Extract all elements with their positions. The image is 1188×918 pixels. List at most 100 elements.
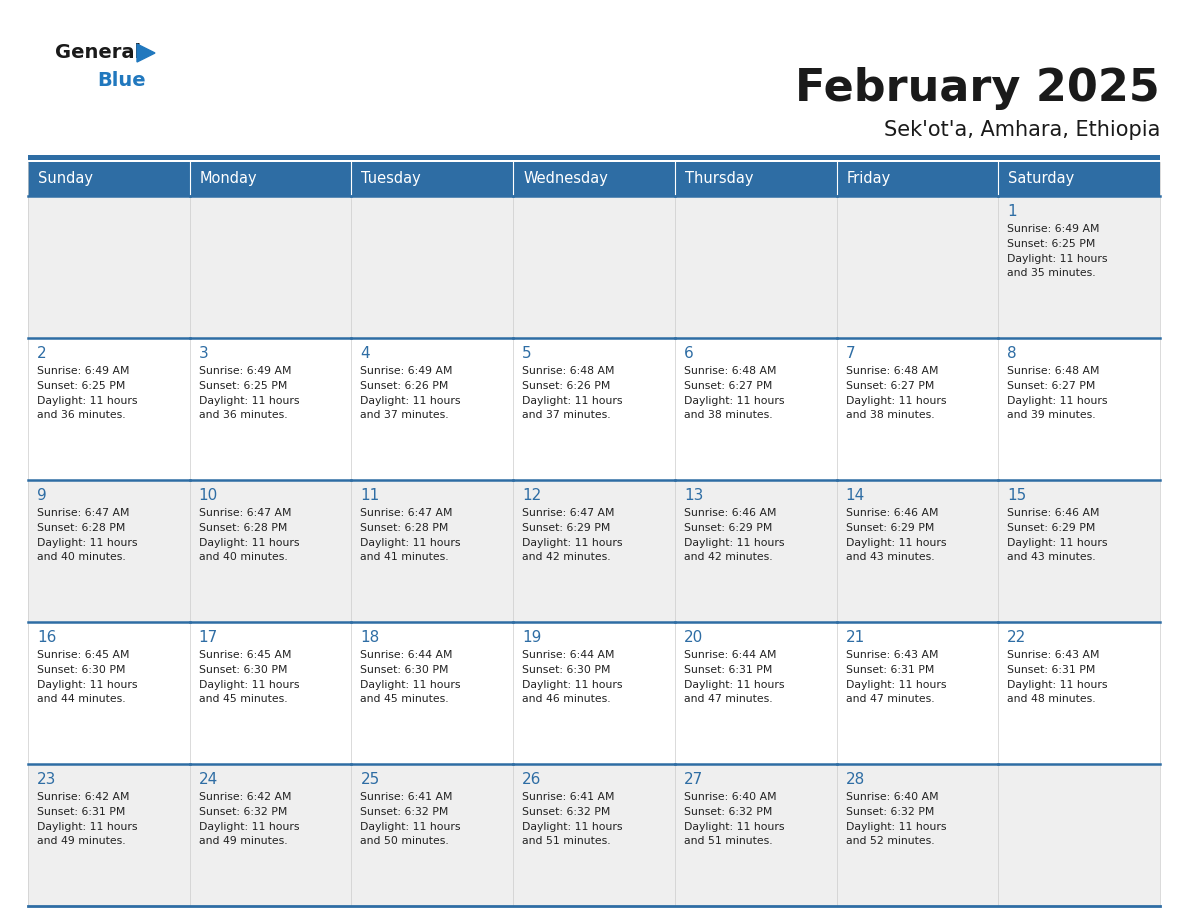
- Text: Sunrise: 6:49 AM: Sunrise: 6:49 AM: [198, 366, 291, 376]
- Text: Sunrise: 6:45 AM: Sunrise: 6:45 AM: [37, 650, 129, 660]
- Text: Sunset: 6:29 PM: Sunset: 6:29 PM: [523, 523, 611, 533]
- Text: 21: 21: [846, 630, 865, 645]
- Text: General: General: [55, 43, 141, 62]
- Text: and 40 minutes.: and 40 minutes.: [37, 552, 126, 562]
- Bar: [998, 480, 1159, 622]
- Text: Daylight: 11 hours: Daylight: 11 hours: [846, 680, 946, 690]
- Text: 10: 10: [198, 488, 217, 503]
- Bar: [513, 196, 675, 338]
- Text: and 36 minutes.: and 36 minutes.: [198, 410, 287, 420]
- Text: and 39 minutes.: and 39 minutes.: [1007, 410, 1095, 420]
- Text: Sunset: 6:32 PM: Sunset: 6:32 PM: [198, 807, 287, 817]
- Text: 5: 5: [523, 346, 532, 361]
- Text: Sunset: 6:31 PM: Sunset: 6:31 PM: [1007, 665, 1095, 675]
- Bar: [998, 338, 1159, 480]
- Text: Sunrise: 6:43 AM: Sunrise: 6:43 AM: [1007, 650, 1100, 660]
- Bar: [352, 338, 513, 480]
- Bar: [513, 338, 675, 480]
- Text: and 48 minutes.: and 48 minutes.: [1007, 694, 1095, 704]
- Bar: [352, 480, 513, 622]
- Text: Sunset: 6:28 PM: Sunset: 6:28 PM: [198, 523, 287, 533]
- Text: Sunrise: 6:47 AM: Sunrise: 6:47 AM: [198, 508, 291, 518]
- Text: and 41 minutes.: and 41 minutes.: [360, 552, 449, 562]
- Text: 26: 26: [523, 772, 542, 787]
- Text: Daylight: 11 hours: Daylight: 11 hours: [198, 538, 299, 548]
- Text: Daylight: 11 hours: Daylight: 11 hours: [523, 396, 623, 406]
- Text: Sunrise: 6:46 AM: Sunrise: 6:46 AM: [846, 508, 939, 518]
- Text: Sunrise: 6:42 AM: Sunrise: 6:42 AM: [198, 792, 291, 802]
- Text: 19: 19: [523, 630, 542, 645]
- Bar: [190, 338, 352, 480]
- Text: Daylight: 11 hours: Daylight: 11 hours: [523, 538, 623, 548]
- Bar: [675, 196, 836, 338]
- Text: 13: 13: [684, 488, 703, 503]
- Text: and 38 minutes.: and 38 minutes.: [684, 410, 772, 420]
- Bar: [29, 162, 190, 196]
- Text: and 49 minutes.: and 49 minutes.: [198, 836, 287, 846]
- Text: Sunrise: 6:46 AM: Sunrise: 6:46 AM: [1007, 508, 1100, 518]
- Bar: [29, 155, 1159, 160]
- Text: Daylight: 11 hours: Daylight: 11 hours: [523, 680, 623, 690]
- Bar: [998, 622, 1159, 764]
- Text: Sunrise: 6:47 AM: Sunrise: 6:47 AM: [360, 508, 453, 518]
- Text: Daylight: 11 hours: Daylight: 11 hours: [37, 396, 138, 406]
- Text: Daylight: 11 hours: Daylight: 11 hours: [198, 680, 299, 690]
- Bar: [352, 622, 513, 764]
- Text: Daylight: 11 hours: Daylight: 11 hours: [1007, 254, 1107, 264]
- Text: Sunrise: 6:41 AM: Sunrise: 6:41 AM: [523, 792, 614, 802]
- Text: Sunset: 6:32 PM: Sunset: 6:32 PM: [846, 807, 934, 817]
- Bar: [190, 764, 352, 906]
- Text: Daylight: 11 hours: Daylight: 11 hours: [684, 822, 784, 832]
- Text: 4: 4: [360, 346, 369, 361]
- Text: Monday: Monday: [200, 172, 258, 186]
- Text: Daylight: 11 hours: Daylight: 11 hours: [1007, 680, 1107, 690]
- Text: Daylight: 11 hours: Daylight: 11 hours: [37, 538, 138, 548]
- Text: and 47 minutes.: and 47 minutes.: [846, 694, 934, 704]
- Bar: [998, 764, 1159, 906]
- Bar: [836, 196, 998, 338]
- Bar: [352, 764, 513, 906]
- Text: and 46 minutes.: and 46 minutes.: [523, 694, 611, 704]
- Bar: [675, 480, 836, 622]
- Text: and 42 minutes.: and 42 minutes.: [523, 552, 611, 562]
- Text: Sunset: 6:25 PM: Sunset: 6:25 PM: [37, 381, 126, 391]
- Text: and 51 minutes.: and 51 minutes.: [684, 836, 772, 846]
- Text: Daylight: 11 hours: Daylight: 11 hours: [360, 396, 461, 406]
- Text: Sunset: 6:27 PM: Sunset: 6:27 PM: [846, 381, 934, 391]
- Text: February 2025: February 2025: [795, 66, 1159, 109]
- Bar: [836, 480, 998, 622]
- Text: Daylight: 11 hours: Daylight: 11 hours: [360, 538, 461, 548]
- Text: 11: 11: [360, 488, 380, 503]
- Text: Daylight: 11 hours: Daylight: 11 hours: [37, 680, 138, 690]
- Text: Daylight: 11 hours: Daylight: 11 hours: [37, 822, 138, 832]
- Text: and 40 minutes.: and 40 minutes.: [198, 552, 287, 562]
- Text: Saturday: Saturday: [1009, 172, 1074, 186]
- Text: Sunrise: 6:45 AM: Sunrise: 6:45 AM: [198, 650, 291, 660]
- Text: and 43 minutes.: and 43 minutes.: [1007, 552, 1095, 562]
- Text: Sunrise: 6:49 AM: Sunrise: 6:49 AM: [360, 366, 453, 376]
- Text: and 51 minutes.: and 51 minutes.: [523, 836, 611, 846]
- Text: and 36 minutes.: and 36 minutes.: [37, 410, 126, 420]
- Text: 12: 12: [523, 488, 542, 503]
- Bar: [29, 338, 190, 480]
- Text: Sunrise: 6:41 AM: Sunrise: 6:41 AM: [360, 792, 453, 802]
- Bar: [513, 622, 675, 764]
- Text: 25: 25: [360, 772, 380, 787]
- Text: 14: 14: [846, 488, 865, 503]
- Bar: [513, 764, 675, 906]
- Text: Sunrise: 6:49 AM: Sunrise: 6:49 AM: [37, 366, 129, 376]
- Text: 20: 20: [684, 630, 703, 645]
- Bar: [836, 338, 998, 480]
- Text: Sunrise: 6:48 AM: Sunrise: 6:48 AM: [523, 366, 614, 376]
- Bar: [675, 162, 836, 196]
- Text: Daylight: 11 hours: Daylight: 11 hours: [846, 822, 946, 832]
- Bar: [352, 162, 513, 196]
- Text: Daylight: 11 hours: Daylight: 11 hours: [1007, 538, 1107, 548]
- Text: Daylight: 11 hours: Daylight: 11 hours: [360, 680, 461, 690]
- Text: Sunset: 6:29 PM: Sunset: 6:29 PM: [846, 523, 934, 533]
- Bar: [836, 622, 998, 764]
- Text: Sunset: 6:27 PM: Sunset: 6:27 PM: [1007, 381, 1095, 391]
- Text: Daylight: 11 hours: Daylight: 11 hours: [360, 822, 461, 832]
- Bar: [513, 480, 675, 622]
- Text: Sunrise: 6:48 AM: Sunrise: 6:48 AM: [1007, 366, 1100, 376]
